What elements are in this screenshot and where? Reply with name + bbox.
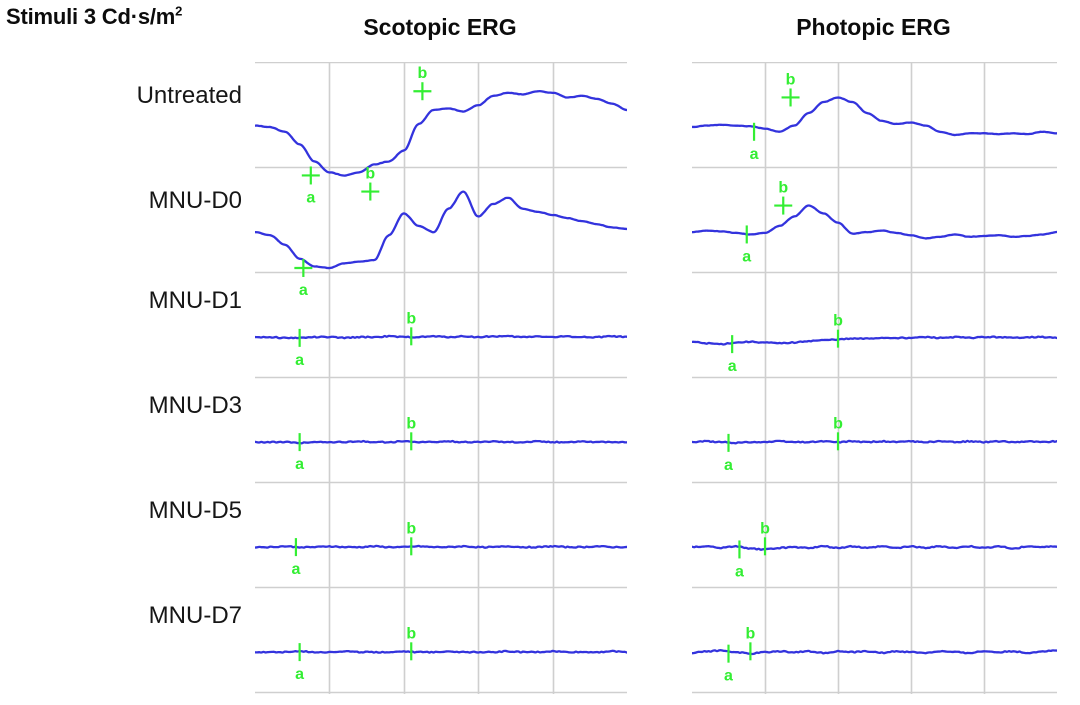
marker-a-wave: a [295, 433, 304, 473]
marker-label-b: b [406, 415, 416, 432]
row-label-mnu-d0: MNU-D0 [148, 187, 242, 214]
marker-b-wave: b [781, 71, 800, 107]
erg-trace [692, 439, 1057, 445]
marker-label-a: a [750, 146, 759, 163]
erg-trace [255, 544, 627, 549]
stimuli-title-text: Stimuli 3 Cd·s/m [6, 4, 176, 29]
marker-label-b: b [406, 310, 416, 327]
row-label-mnu-d1: MNU-D1 [148, 287, 242, 314]
stimuli-title: Stimuli 3 Cd·s/m2 [6, 4, 182, 30]
marker-label-a: a [295, 352, 304, 369]
marker-label-b: b [760, 520, 770, 537]
plot-canvas-scotopic: a b a b a b a b a b a b [255, 62, 627, 694]
marker-label-a: a [295, 666, 304, 683]
erg-trace [255, 649, 627, 654]
marker-label-b: b [833, 313, 843, 330]
marker-a-wave: a [301, 166, 320, 206]
erg-trace [255, 90, 627, 177]
gridlines-vertical-photopic [764, 62, 986, 694]
marker-b-wave: b [833, 313, 843, 348]
marker-b-wave: b [774, 180, 793, 215]
marker-a-wave: a [294, 258, 313, 299]
marker-b-wave: b [361, 166, 380, 201]
marker-label-a: a [299, 282, 308, 299]
marker-a-wave: a [724, 433, 733, 474]
marker-a-wave: a [742, 225, 751, 265]
plot-canvas-photopic: a b a b a b a b a b a b [692, 62, 1057, 694]
marker-label-b: b [406, 520, 416, 537]
erg-trace [692, 649, 1057, 656]
marker-label-a: a [291, 561, 300, 578]
marker-a-wave: a [295, 643, 304, 683]
marker-label-b: b [418, 65, 428, 82]
marker-label-a: a [735, 563, 744, 580]
erg-trace [255, 439, 627, 445]
erg-trace [255, 334, 627, 340]
marker-b-wave: b [406, 415, 416, 451]
marker-b-wave: b [413, 65, 432, 101]
row-label-mnu-d3: MNU-D3 [148, 392, 242, 419]
marker-a-wave: a [728, 335, 737, 375]
marker-a-wave: a [291, 538, 300, 578]
marker-b-wave: b [746, 625, 756, 661]
marker-b-wave: b [406, 625, 416, 661]
marker-label-a: a [724, 668, 733, 685]
marker-label-a: a [742, 248, 751, 265]
gridlines-vertical-scotopic [328, 62, 555, 694]
marker-b-wave: b [406, 310, 416, 346]
marker-label-b: b [833, 415, 843, 432]
erg-trace [255, 190, 627, 270]
marker-label-a: a [728, 358, 737, 375]
row-label-untreated: Untreated [136, 82, 242, 109]
marker-b-wave: b [760, 520, 770, 556]
marker-label-a: a [306, 189, 315, 206]
plot-panel-scotopic: a b a b a b a b a b a b [255, 62, 627, 694]
marker-label-a: a [724, 457, 733, 474]
panel-title-scotopic: Scotopic ERG [363, 14, 517, 40]
stimuli-title-exponent: 2 [175, 3, 183, 19]
marker-a-wave: a [735, 540, 744, 580]
marker-a-wave: a [750, 122, 759, 163]
marker-label-b: b [406, 625, 416, 642]
gridlines-horizontal-photopic [692, 62, 1057, 694]
erg-trace [692, 96, 1057, 137]
gridlines-horizontal-scotopic [255, 62, 627, 694]
row-label-mnu-d7: MNU-D7 [148, 602, 242, 629]
marker-label-b: b [786, 71, 796, 88]
marker-a-wave: a [724, 644, 733, 685]
marker-label-b: b [746, 625, 756, 642]
erg-trace [692, 544, 1057, 551]
marker-label-b: b [365, 166, 375, 183]
erg-trace [692, 335, 1057, 346]
marker-a-wave: a [295, 328, 304, 369]
plot-panel-photopic: a b a b a b a b a b a b [692, 62, 1057, 694]
panel-title-photopic: Photopic ERG [796, 14, 951, 40]
marker-b-wave: b [833, 415, 843, 451]
erg-trace [692, 204, 1057, 240]
row-label-mnu-d5: MNU-D5 [148, 497, 242, 524]
marker-label-b: b [778, 180, 788, 197]
marker-b-wave: b [406, 520, 416, 556]
marker-label-a: a [295, 456, 304, 473]
